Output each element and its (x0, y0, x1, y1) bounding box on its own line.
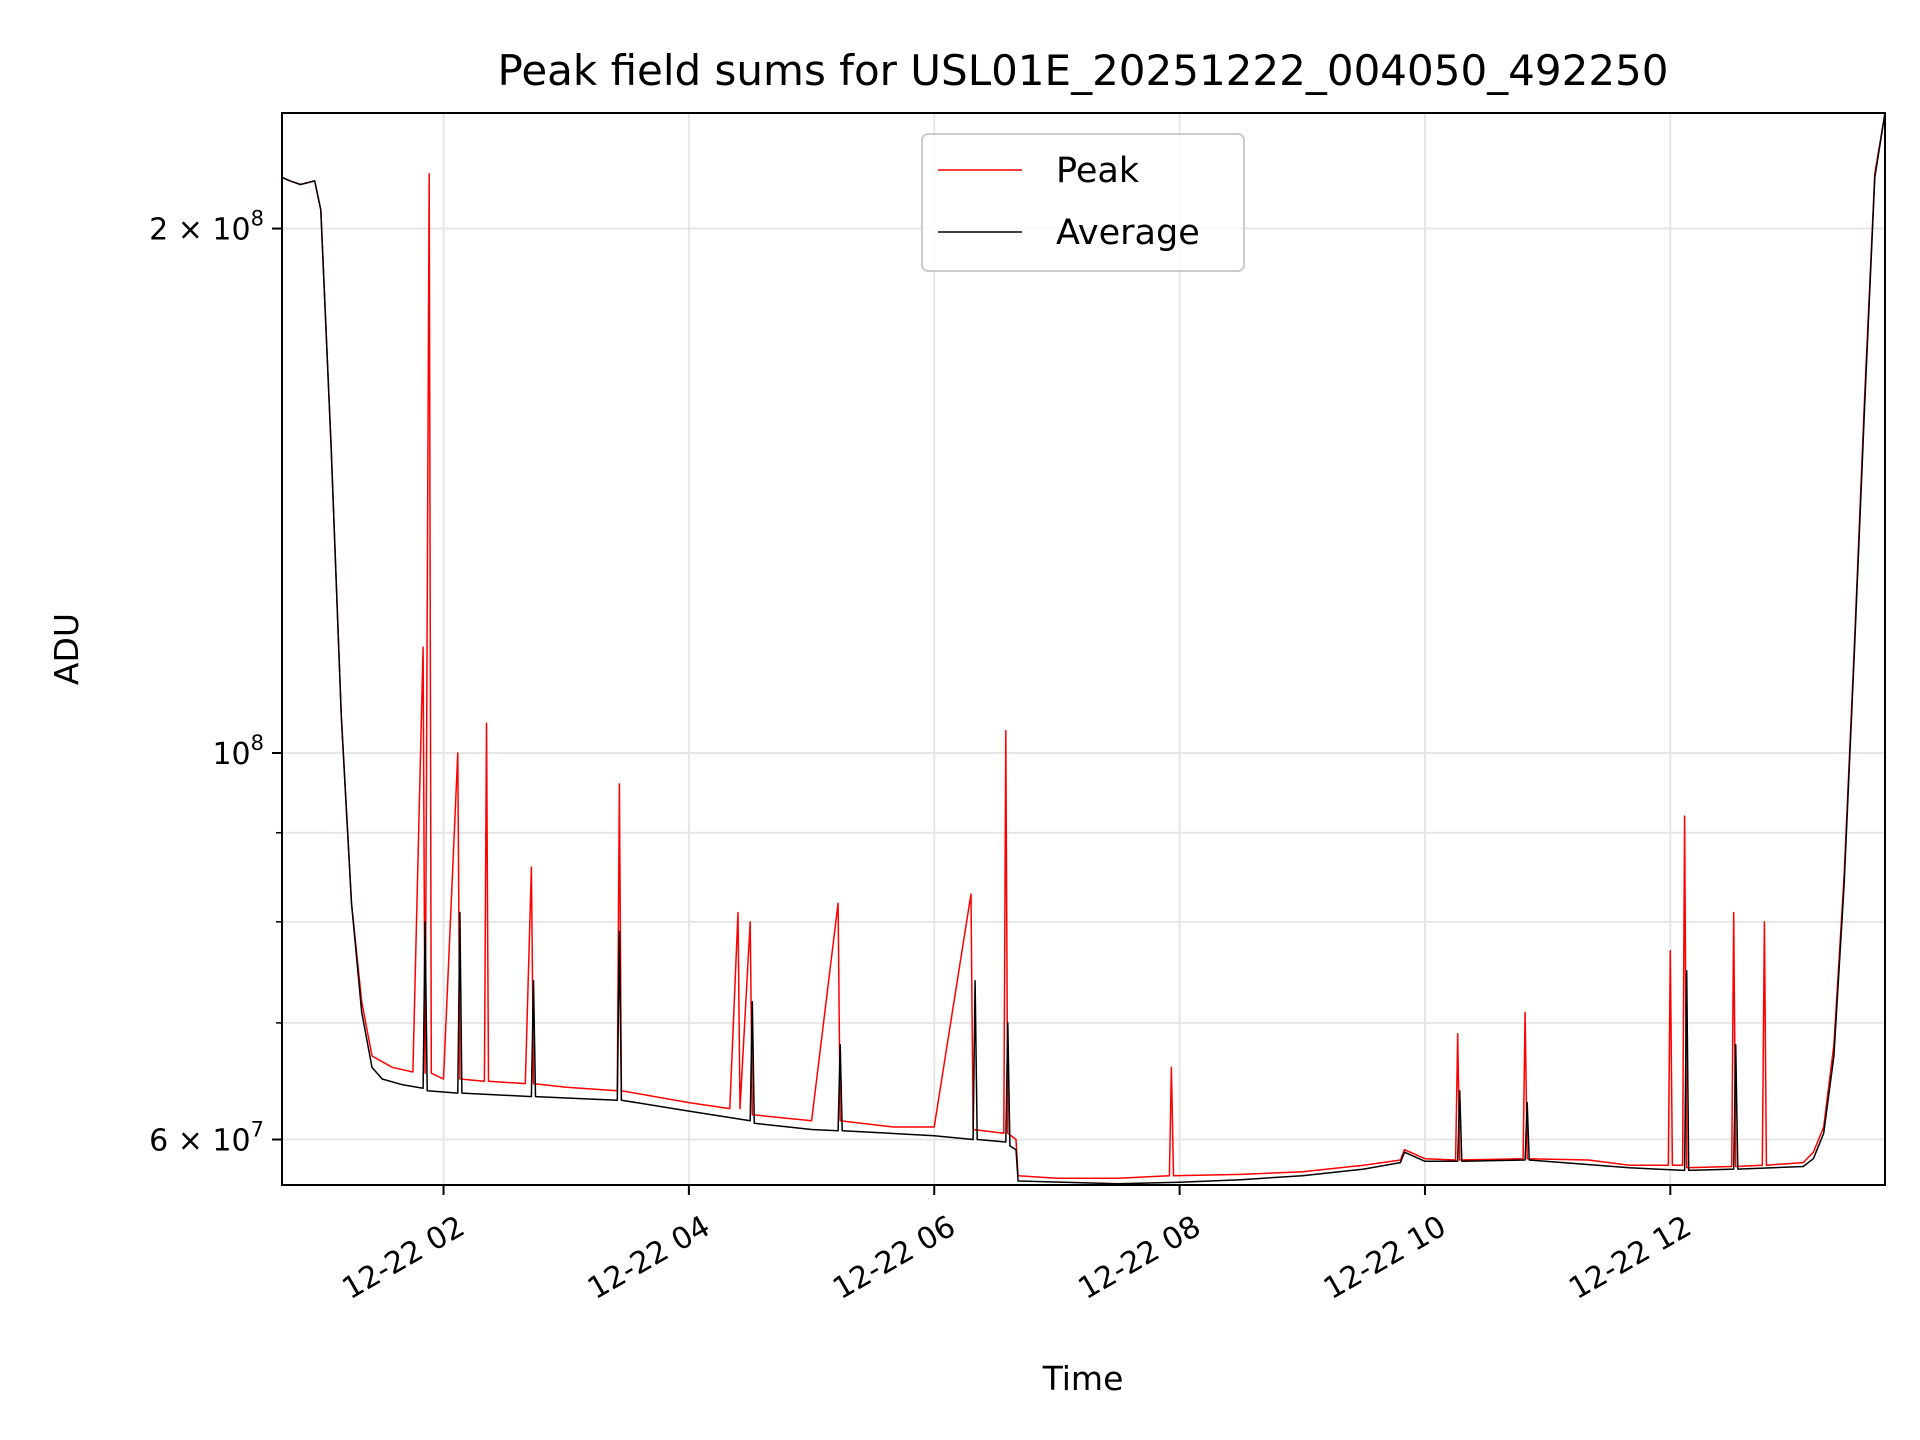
legend-box (921, 133, 1245, 272)
y-axis-label: ADU (47, 613, 86, 685)
legend-label-peak: Peak (1056, 151, 1140, 191)
y-tick-label: 108 (212, 731, 264, 772)
series-layer (282, 113, 1885, 1185)
legend: Peak Average (921, 133, 1245, 272)
y-tick-label-exponent: 8 (251, 207, 264, 231)
y-tick-label-exponent: 7 (251, 1118, 264, 1142)
y-tick-label-exponent: 8 (251, 731, 264, 755)
series-line-average (282, 113, 1885, 1185)
y-tick-label: 6 × 107 (149, 1118, 264, 1159)
y-tick-label: 2 × 108 (149, 207, 264, 248)
grid (282, 113, 1885, 1185)
y-tick-label-base: 2 × 10 (149, 213, 250, 248)
y-tick-label-base: 10 (212, 737, 250, 772)
x-axis-label: Time (1042, 1359, 1124, 1398)
legend-label-average: Average (1056, 213, 1200, 253)
y-tick-label-base: 6 × 10 (149, 1124, 250, 1159)
chart-title: Peak field sums for USL01E_20251222_0040… (497, 46, 1668, 95)
plot-frame (281, 112, 1886, 1186)
